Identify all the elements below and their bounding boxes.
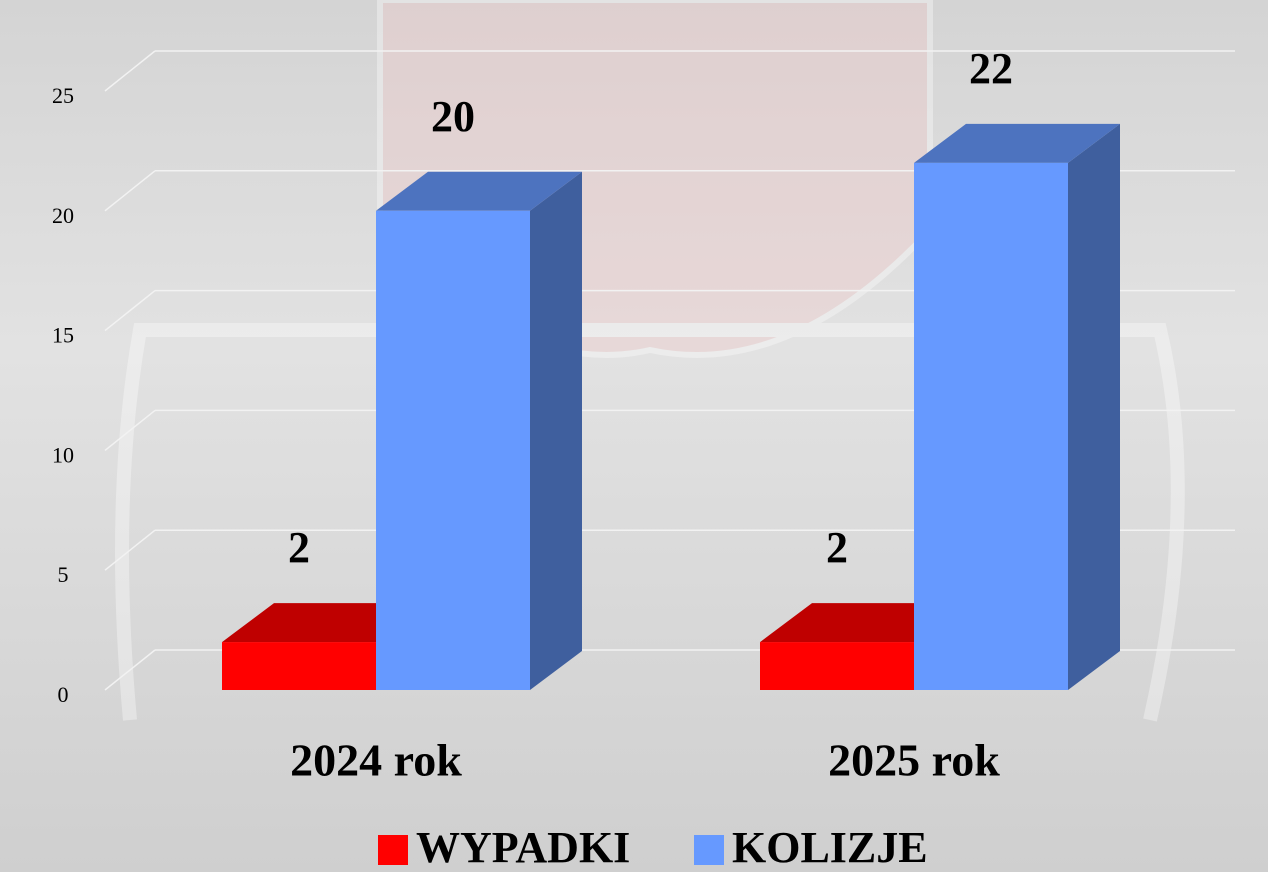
bar [222,642,376,690]
y-tick-label: 25 [52,83,74,108]
bar [760,642,914,690]
bar [914,163,1068,690]
x-tick-label: 2024 rok [290,735,462,786]
legend-marker [378,835,408,865]
legend-label: KOLIZJE [732,823,928,872]
y-tick-label: 20 [52,203,74,228]
value-label: 2 [826,523,848,572]
grid-line [105,171,155,211]
value-label: 20 [431,92,475,141]
grid-line [105,51,155,91]
chart: 05101520252202024 rok2222025 rokWYPADKIK… [0,0,1268,872]
y-tick-label: 15 [52,323,74,348]
grid-line [105,530,155,570]
bar-side [530,172,582,690]
y-tick-label: 10 [52,442,74,467]
x-tick-label: 2025 rok [828,735,1000,786]
legend-label: WYPADKI [416,823,630,872]
value-label: 2 [288,523,310,572]
bar-side [1068,124,1120,690]
legend-marker [694,835,724,865]
value-label: 22 [969,44,1013,93]
y-tick-label: 5 [58,562,69,587]
bar [376,211,530,690]
y-tick-label: 0 [58,682,69,707]
